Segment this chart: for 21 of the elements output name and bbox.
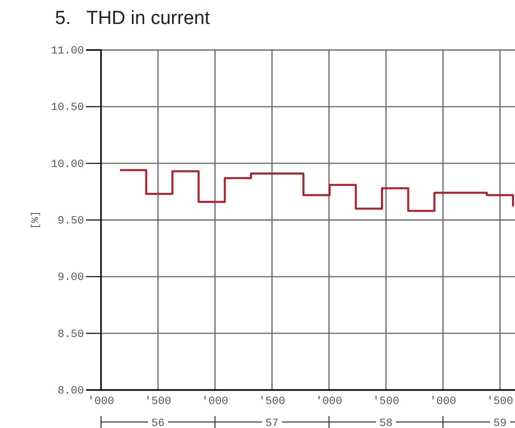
text: '500 xyxy=(144,396,172,408)
text: '500 xyxy=(486,396,514,408)
y-tick-label: 10.00 xyxy=(50,158,84,171)
text: '500 xyxy=(372,396,400,408)
y-tick-label: 10.50 xyxy=(50,102,84,114)
chart-title: 5. THD in current xyxy=(55,8,211,29)
y-tick-label: 8.50 xyxy=(58,328,84,341)
text: 58 xyxy=(379,418,393,428)
y-tick-label: 8.00 xyxy=(58,386,84,398)
text: '000 xyxy=(88,396,114,408)
text: '000 xyxy=(202,396,228,408)
y-tick-label: 11.00 xyxy=(50,46,84,58)
text: '500 xyxy=(258,396,286,408)
text: '000 xyxy=(430,396,456,408)
y-axis-title: [%] xyxy=(30,210,42,230)
text: 57 xyxy=(265,418,279,428)
y-tick-label: 9.50 xyxy=(58,216,84,228)
text: 59 xyxy=(493,418,507,428)
y-tick-label: 9.00 xyxy=(58,272,84,284)
text: '000 xyxy=(316,396,342,408)
text: 56 xyxy=(151,418,165,428)
